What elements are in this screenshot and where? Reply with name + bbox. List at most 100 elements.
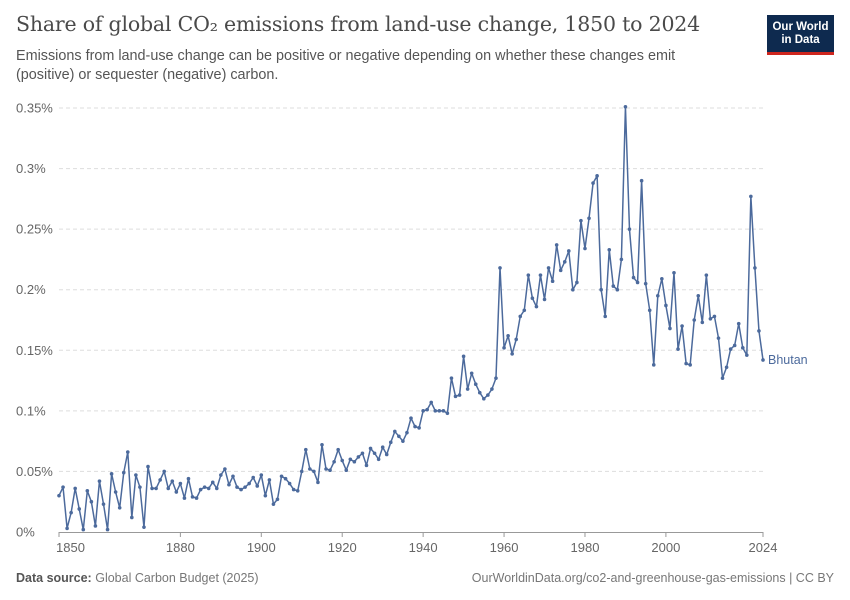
data-point[interactable] (490, 387, 494, 391)
data-point[interactable] (134, 473, 138, 477)
data-point[interactable] (566, 249, 571, 253)
data-point[interactable] (320, 442, 324, 447)
data-point[interactable] (227, 482, 231, 487)
data-point[interactable] (591, 181, 595, 185)
data-point[interactable] (275, 497, 280, 502)
data-point[interactable] (154, 486, 158, 491)
data-point[interactable] (101, 502, 106, 506)
data-point[interactable] (324, 467, 328, 471)
data-point[interactable] (522, 308, 527, 313)
data-point[interactable] (720, 376, 725, 380)
source-url[interactable]: OurWorldinData.org/co2-and-greenhouse-ga… (471, 571, 834, 585)
data-point[interactable] (214, 486, 219, 491)
data-point[interactable] (316, 480, 320, 485)
data-point[interactable] (263, 493, 268, 498)
data-point[interactable] (170, 479, 175, 483)
data-point[interactable] (643, 281, 648, 286)
data-point[interactable] (676, 347, 680, 351)
data-point[interactable] (138, 485, 142, 489)
data-point[interactable] (647, 308, 652, 313)
data-point[interactable] (85, 489, 90, 493)
data-point[interactable] (441, 409, 446, 413)
data-point[interactable] (210, 480, 215, 485)
data-point[interactable] (393, 429, 397, 434)
data-point[interactable] (186, 476, 191, 481)
data-point[interactable] (291, 487, 296, 492)
data-point[interactable] (413, 424, 417, 429)
data-point[interactable] (130, 515, 134, 520)
data-point[interactable] (259, 473, 264, 477)
data-point[interactable] (223, 467, 227, 471)
data-point[interactable] (336, 447, 340, 452)
data-point[interactable] (672, 270, 676, 275)
data-point[interactable] (219, 473, 223, 477)
data-point[interactable] (97, 479, 102, 483)
data-point[interactable] (753, 266, 757, 270)
data-point[interactable] (105, 527, 110, 532)
data-point[interactable] (312, 469, 316, 474)
data-point[interactable] (631, 275, 636, 280)
series-line-bhutan[interactable] (58, 106, 764, 531)
data-point[interactable] (352, 459, 357, 464)
data-point[interactable] (279, 474, 284, 479)
data-point[interactable] (502, 346, 506, 350)
data-point[interactable] (380, 445, 385, 450)
data-point[interactable] (401, 439, 405, 443)
data-point[interactable] (295, 489, 300, 493)
data-point[interactable] (510, 352, 514, 356)
data-point[interactable] (174, 490, 179, 494)
data-point[interactable] (579, 218, 583, 223)
data-point[interactable] (664, 303, 668, 308)
data-point[interactable] (142, 525, 146, 529)
data-point[interactable] (607, 247, 612, 252)
series-label-bhutan[interactable]: Bhutan (768, 353, 808, 367)
data-point[interactable] (348, 457, 353, 462)
data-point[interactable] (198, 487, 203, 492)
data-point[interactable] (332, 459, 336, 464)
data-point[interactable] (571, 287, 575, 292)
data-point[interactable] (477, 390, 482, 395)
data-point[interactable] (660, 277, 664, 281)
data-point[interactable] (526, 273, 531, 277)
data-point[interactable] (384, 452, 389, 457)
data-point[interactable] (283, 476, 288, 481)
data-point[interactable] (190, 495, 195, 499)
data-point[interactable] (397, 434, 401, 439)
data-point[interactable] (656, 293, 660, 298)
data-point[interactable] (368, 446, 373, 451)
data-point[interactable] (623, 104, 628, 109)
data-point[interactable] (518, 314, 523, 319)
data-point[interactable] (356, 455, 361, 459)
data-point[interactable] (308, 467, 312, 471)
data-point[interactable] (627, 227, 632, 231)
data-point[interactable] (77, 507, 82, 511)
data-point[interactable] (182, 496, 187, 500)
data-point[interactable] (494, 376, 498, 380)
data-point[interactable] (506, 333, 510, 338)
data-point[interactable] (736, 321, 741, 326)
data-point[interactable] (117, 505, 122, 510)
data-point[interactable] (69, 510, 73, 515)
data-point[interactable] (688, 363, 692, 367)
data-point[interactable] (206, 486, 211, 491)
data-point[interactable] (372, 451, 377, 456)
data-source-value[interactable]: Global Carbon Budget (2025) (95, 571, 259, 585)
data-point[interactable] (194, 496, 199, 500)
data-point[interactable] (716, 336, 721, 340)
data-point[interactable] (421, 409, 425, 413)
data-point[interactable] (461, 354, 466, 359)
data-point[interactable] (239, 487, 243, 492)
data-point[interactable] (166, 486, 171, 491)
data-point[interactable] (162, 469, 166, 474)
data-point[interactable] (575, 280, 579, 285)
data-point[interactable] (740, 346, 745, 350)
data-point[interactable] (429, 400, 434, 405)
data-point[interactable] (651, 363, 656, 367)
data-point[interactable] (146, 464, 150, 469)
data-point[interactable] (65, 526, 69, 531)
data-point[interactable] (304, 447, 308, 452)
data-point[interactable] (498, 266, 502, 270)
data-point[interactable] (267, 478, 272, 482)
data-point[interactable] (453, 394, 458, 399)
data-point[interactable] (433, 409, 438, 413)
